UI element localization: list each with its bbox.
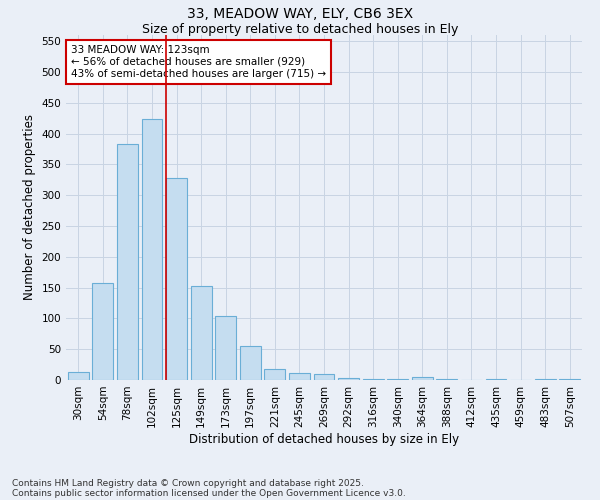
- Text: Contains public sector information licensed under the Open Government Licence v3: Contains public sector information licen…: [12, 488, 406, 498]
- X-axis label: Distribution of detached houses by size in Ely: Distribution of detached houses by size …: [189, 432, 459, 446]
- Bar: [92, 284, 113, 380]
- Bar: [142, 120, 163, 380]
- Bar: [412, 377, 433, 380]
- Bar: [191, 286, 212, 380]
- Bar: [289, 372, 310, 380]
- Bar: [117, 144, 138, 380]
- Bar: [265, 369, 286, 380]
- Text: 33, MEADOW WAY, ELY, CB6 3EX: 33, MEADOW WAY, ELY, CB6 3EX: [187, 8, 413, 22]
- Text: 33 MEADOW WAY: 123sqm
← 56% of detached houses are smaller (929)
43% of semi-det: 33 MEADOW WAY: 123sqm ← 56% of detached …: [71, 46, 326, 78]
- Text: Contains HM Land Registry data © Crown copyright and database right 2025.: Contains HM Land Registry data © Crown c…: [12, 478, 364, 488]
- Bar: [362, 379, 383, 380]
- Bar: [215, 316, 236, 380]
- Bar: [559, 379, 580, 380]
- Bar: [338, 378, 359, 380]
- Y-axis label: Number of detached properties: Number of detached properties: [23, 114, 36, 300]
- Bar: [68, 372, 89, 380]
- Bar: [166, 178, 187, 380]
- Bar: [314, 374, 334, 380]
- Text: Size of property relative to detached houses in Ely: Size of property relative to detached ho…: [142, 22, 458, 36]
- Bar: [240, 346, 261, 380]
